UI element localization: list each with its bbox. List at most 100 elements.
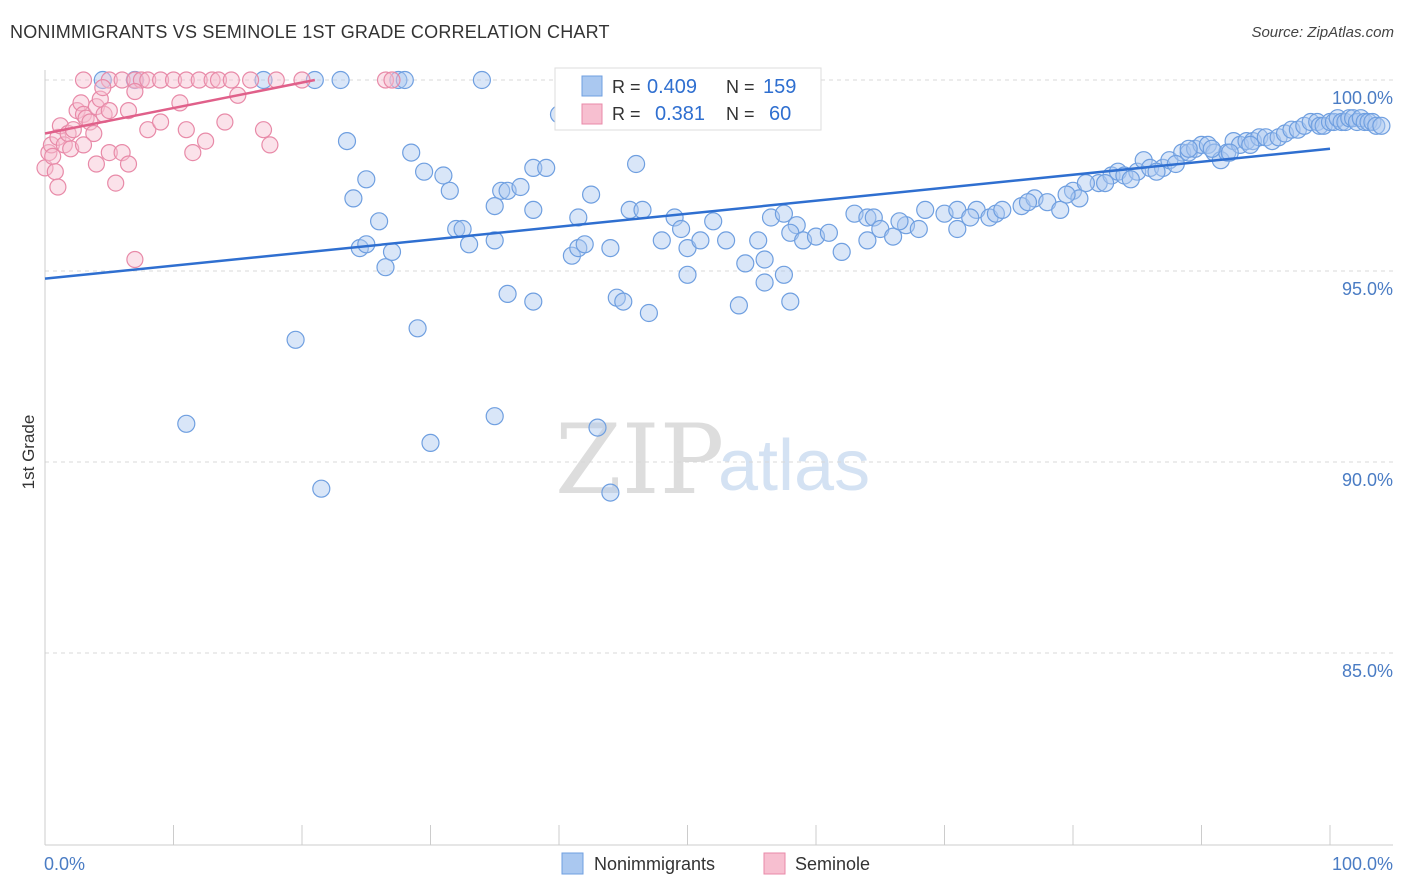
nonimmigrants-point: [537, 158, 556, 177]
nonimmigrants-point: [1076, 174, 1096, 193]
legend: Nonimmigrants Seminole: [561, 852, 870, 875]
nonimmigrants-point: [472, 70, 491, 90]
nonimmigrants-point: [961, 208, 980, 227]
nonimmigrants-point: [678, 265, 697, 284]
y-axis-title: 1st Grade: [19, 415, 38, 490]
seminole-point: [119, 155, 138, 173]
seminole-point: [119, 101, 138, 120]
nonimmigrants-point: [883, 227, 903, 246]
x-axis-ticks: [44, 825, 1331, 845]
nonimmigrants-point: [177, 414, 196, 433]
nonimmigrants-point: [633, 200, 652, 219]
legend-swatch-nonimmigrants: [561, 852, 584, 875]
legend-label-seminole: Seminole: [795, 854, 870, 874]
nonimmigrants-point: [312, 479, 331, 498]
stats-r-value-1: 0.409: [647, 76, 697, 98]
nonimmigrants-point: [916, 200, 935, 219]
seminole-point: [177, 121, 195, 139]
nonimmigrants-point: [344, 189, 363, 208]
seminole-point: [94, 78, 112, 97]
x-tick-label-left: 0.0%: [44, 854, 85, 874]
seminole-point: [383, 71, 401, 89]
nonimmigrants-point: [1057, 185, 1076, 204]
seminole-point: [74, 71, 93, 89]
nonimmigrants-point: [1372, 116, 1391, 135]
nonimmigrants-point: [524, 158, 543, 177]
seminole-point: [126, 250, 144, 269]
nonimmigrants-point: [254, 70, 273, 90]
nonimmigrants-point: [626, 154, 646, 174]
series-seminole-points: [36, 71, 401, 269]
nonimmigrants-point: [485, 231, 504, 250]
nonimmigrants-point: [671, 219, 691, 239]
nonimmigrants-point: [434, 166, 453, 185]
nonimmigrants-point: [286, 330, 305, 349]
stats-n-label-2: N =: [726, 104, 755, 124]
nonimmigrants-point: [832, 242, 851, 261]
nonimmigrants-point: [858, 231, 877, 250]
seminole-point: [222, 71, 240, 89]
stats-swatch-nonimmigrants: [581, 75, 603, 97]
nonimmigrants-point: [485, 407, 504, 426]
seminole-point: [152, 71, 170, 89]
nonimmigrants-point: [331, 70, 350, 90]
trend-line-seminole: [44, 78, 316, 135]
nonimmigrants-point: [524, 200, 543, 219]
nonimmigrants-point: [415, 162, 434, 181]
nonimmigrants-point: [639, 303, 659, 323]
nonimmigrants-point: [736, 254, 755, 273]
seminole-point: [85, 124, 103, 143]
nonimmigrants-point: [382, 242, 402, 261]
watermark-zip: ZIP: [555, 404, 724, 516]
nonimmigrants-point: [575, 235, 594, 254]
gridlines: [45, 79, 1393, 654]
stats-r-label-2: R =: [612, 104, 641, 124]
stats-n-value-1: 159: [763, 76, 796, 98]
y-tick-label-0: 100.0%: [1332, 88, 1393, 108]
nonimmigrants-point: [729, 296, 749, 315]
nonimmigrants-point: [337, 132, 357, 151]
seminole-point: [74, 136, 93, 154]
seminole-point: [203, 71, 221, 89]
stats-r-label-1: R =: [612, 77, 641, 97]
nonimmigrants-point: [440, 181, 459, 200]
nonimmigrants-point: [511, 177, 530, 197]
nonimmigrants-point: [370, 212, 389, 231]
seminole-point: [113, 71, 131, 89]
nonimmigrants-point: [1121, 170, 1140, 189]
nonimmigrants-point: [704, 212, 723, 231]
seminole-point: [242, 71, 260, 89]
nonimmigrants-point: [1018, 193, 1038, 212]
nonimmigrants-point: [948, 219, 967, 239]
nonimmigrants-point: [691, 231, 710, 250]
nonimmigrants-point: [524, 292, 543, 311]
y-tick-label-3: 85.0%: [1342, 661, 1393, 681]
nonimmigrants-point: [665, 208, 684, 227]
nonimmigrants-point: [1241, 135, 1260, 154]
nonimmigrants-point: [755, 273, 774, 292]
seminole-point: [139, 121, 157, 139]
nonimmigrants-point: [1310, 116, 1329, 135]
y-tick-label-1: 95.0%: [1342, 279, 1393, 299]
series-nonimmigrants-points: [93, 70, 1391, 502]
nonimmigrants-point: [408, 319, 427, 338]
seminole-point: [152, 113, 170, 131]
nonimmigrants-point: [1095, 174, 1115, 193]
y-tick-labels: 100.0% 95.0% 90.0% 85.0%: [1332, 88, 1393, 681]
seminole-point: [184, 144, 202, 162]
nonimmigrants-point: [601, 239, 620, 258]
legend-label-nonimmigrants: Nonimmigrants: [594, 854, 715, 874]
nonimmigrants-point: [864, 208, 883, 227]
nonimmigrants-point: [909, 219, 928, 239]
nonimmigrants-point: [569, 208, 588, 227]
x-tick-label-right: 100.0%: [1332, 854, 1393, 874]
nonimmigrants-point: [787, 216, 806, 235]
seminole-point: [177, 71, 195, 89]
nonimmigrants-point: [1179, 139, 1198, 158]
nonimmigrants-point: [460, 235, 479, 254]
nonimmigrants-point: [588, 418, 607, 437]
nonimmigrants-point: [357, 170, 376, 189]
nonimmigrants-point: [1051, 200, 1070, 219]
stats-box: R = 0.409 N = 159 R = 0.381 N = 60: [554, 67, 822, 131]
legend-swatch-seminole: [763, 852, 786, 875]
